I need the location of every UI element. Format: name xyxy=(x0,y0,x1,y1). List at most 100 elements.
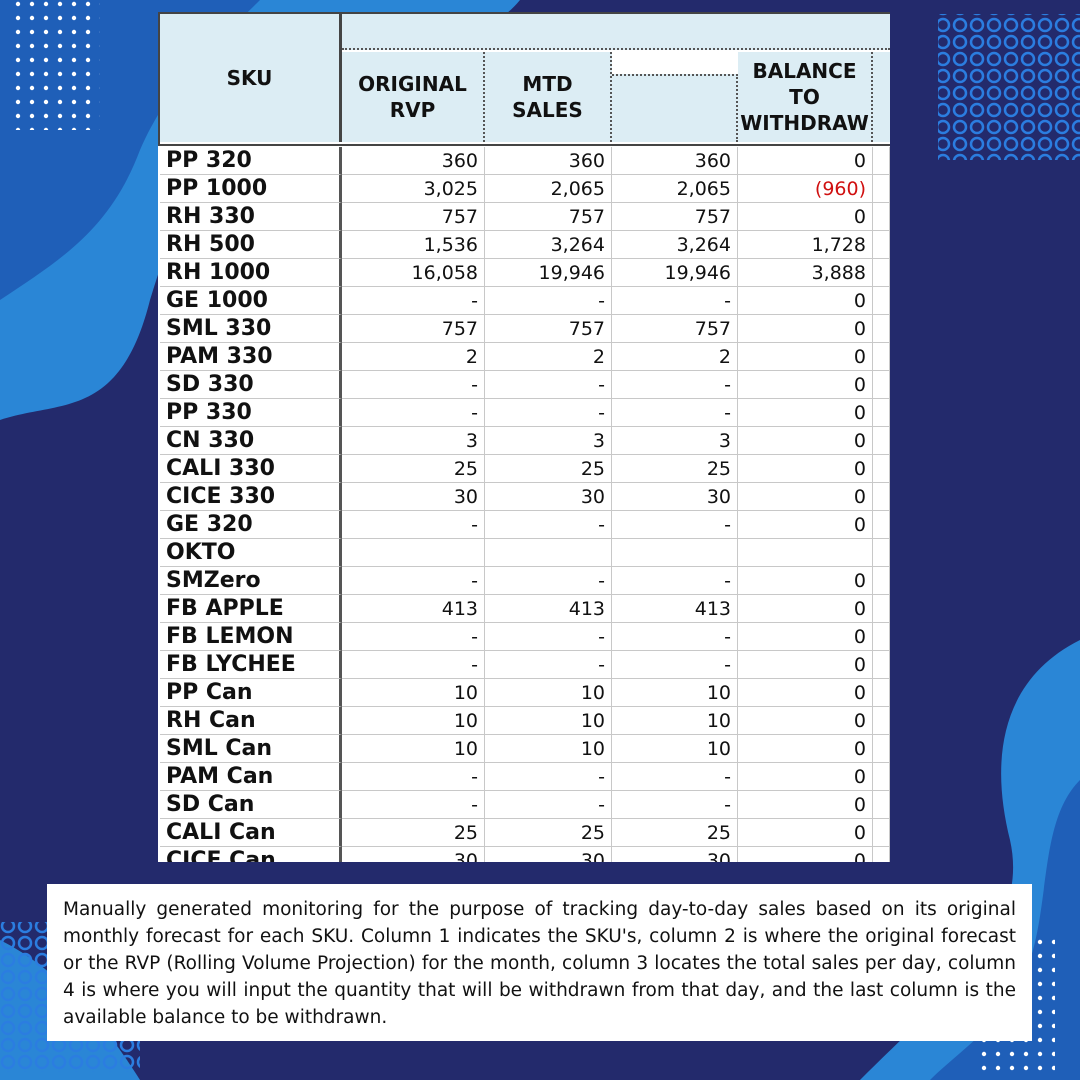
value-cell: - xyxy=(342,511,485,539)
value-cell: 30 xyxy=(612,847,738,862)
value-cell: 10 xyxy=(612,707,738,735)
value-cell: 10 xyxy=(485,679,612,707)
empty-cell xyxy=(873,623,890,651)
sku-cell: OKTO xyxy=(160,539,342,567)
value-cell: 0 xyxy=(738,847,873,862)
value-cell: 2,065 xyxy=(612,175,738,203)
sku-cell: RH Can xyxy=(160,707,342,735)
header-rvp: ORIGINAL RVP xyxy=(342,52,485,142)
empty-cell xyxy=(873,203,890,231)
empty-cell xyxy=(873,735,890,763)
value-cell: 1,536 xyxy=(342,231,485,259)
sku-cell: FB LEMON xyxy=(160,623,342,651)
value-cell: 3,264 xyxy=(612,231,738,259)
sku-cell: CALI 330 xyxy=(160,455,342,483)
sku-cell: GE 1000 xyxy=(160,287,342,315)
value-cell: 0 xyxy=(738,735,873,763)
empty-cell xyxy=(873,231,890,259)
value-cell: 757 xyxy=(612,203,738,231)
sku-cell: FB LYCHEE xyxy=(160,651,342,679)
value-cell: 3 xyxy=(612,427,738,455)
value-cell xyxy=(342,539,485,567)
sku-cell: PP 1000 xyxy=(160,175,342,203)
value-cell: 2 xyxy=(612,343,738,371)
empty-cell xyxy=(873,455,890,483)
value-cell: 0 xyxy=(738,791,873,819)
dot-pattern xyxy=(10,0,100,130)
empty-cell xyxy=(873,175,890,203)
value-cell: 0 xyxy=(738,567,873,595)
value-cell: 0 xyxy=(738,763,873,791)
value-cell: 757 xyxy=(485,315,612,343)
value-cell: - xyxy=(612,791,738,819)
value-cell: 360 xyxy=(342,147,485,175)
value-cell: - xyxy=(485,623,612,651)
value-cell: - xyxy=(342,763,485,791)
value-cell: 0 xyxy=(738,651,873,679)
value-cell: 0 xyxy=(738,371,873,399)
ring-pattern xyxy=(938,14,1080,160)
value-cell: - xyxy=(342,651,485,679)
value-cell: 3 xyxy=(485,427,612,455)
value-cell: 10 xyxy=(612,735,738,763)
sku-cell: CICE Can xyxy=(160,847,342,862)
value-cell: 0 xyxy=(738,315,873,343)
sku-cell: SML 330 xyxy=(160,315,342,343)
value-cell: 3,264 xyxy=(485,231,612,259)
value-cell: 3,025 xyxy=(342,175,485,203)
empty-cell xyxy=(873,287,890,315)
value-cell: 757 xyxy=(342,315,485,343)
sku-cell: SML Can xyxy=(160,735,342,763)
value-cell: - xyxy=(342,791,485,819)
value-cell: - xyxy=(485,651,612,679)
empty-cell xyxy=(873,847,890,862)
sku-cell: CALI Can xyxy=(160,819,342,847)
empty-cell xyxy=(873,651,890,679)
sku-cell: SD Can xyxy=(160,791,342,819)
empty-cell xyxy=(873,399,890,427)
value-cell: 413 xyxy=(485,595,612,623)
value-cell: 10 xyxy=(612,679,738,707)
value-cell: 2,065 xyxy=(485,175,612,203)
value-cell: 10 xyxy=(342,735,485,763)
value-cell xyxy=(485,539,612,567)
header-cell xyxy=(873,52,890,142)
value-cell: 19,946 xyxy=(485,259,612,287)
value-cell xyxy=(612,539,738,567)
value-cell: 2 xyxy=(342,343,485,371)
value-cell xyxy=(738,539,873,567)
value-cell: - xyxy=(485,791,612,819)
value-cell: 3 xyxy=(342,427,485,455)
empty-cell xyxy=(873,707,890,735)
empty-cell xyxy=(873,315,890,343)
empty-cell xyxy=(873,371,890,399)
empty-cell xyxy=(873,147,890,175)
empty-cell xyxy=(873,595,890,623)
value-cell: 2 xyxy=(485,343,612,371)
value-cell: - xyxy=(612,651,738,679)
value-cell: - xyxy=(342,371,485,399)
empty-cell xyxy=(873,819,890,847)
value-cell: 0 xyxy=(738,511,873,539)
value-cell: 0 xyxy=(738,427,873,455)
empty-cell xyxy=(873,567,890,595)
value-cell: - xyxy=(485,287,612,315)
sku-cell: CICE 330 xyxy=(160,483,342,511)
value-cell: - xyxy=(612,623,738,651)
sku-cell: PP 330 xyxy=(160,399,342,427)
value-cell: 0 xyxy=(738,623,873,651)
sku-cell: PAM Can xyxy=(160,763,342,791)
value-cell: 10 xyxy=(342,707,485,735)
sku-cell: PP Can xyxy=(160,679,342,707)
value-cell: - xyxy=(485,399,612,427)
value-cell: - xyxy=(485,371,612,399)
header-sku: SKU xyxy=(160,14,342,142)
value-cell: 25 xyxy=(342,455,485,483)
value-cell: 25 xyxy=(485,455,612,483)
sku-cell: PP 320 xyxy=(160,147,342,175)
value-cell: - xyxy=(612,371,738,399)
value-cell: 0 xyxy=(738,455,873,483)
header-mtd: MTD SALES xyxy=(485,52,612,142)
value-cell: 10 xyxy=(485,735,612,763)
value-cell: - xyxy=(612,287,738,315)
